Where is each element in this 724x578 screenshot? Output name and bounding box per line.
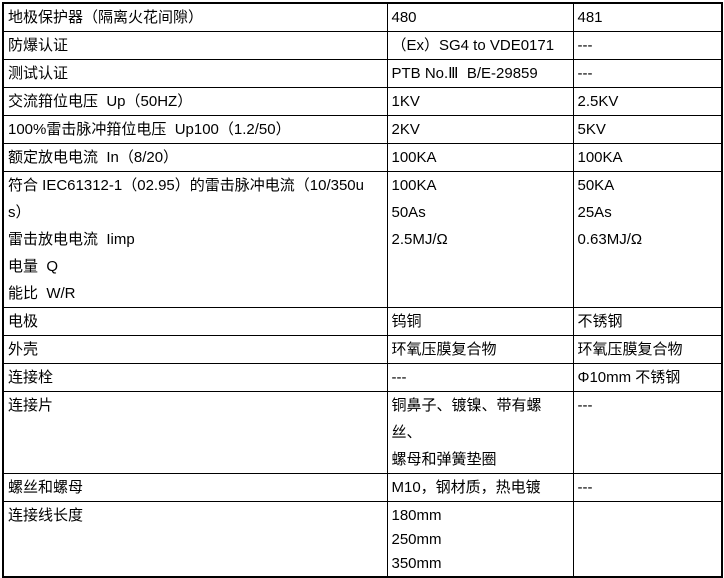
spec-value-481-cell: 481 xyxy=(572,2,723,32)
spec-label-cell: 额定放电电流 In（8/20） xyxy=(2,143,388,172)
spec-value-480-cell: 480 xyxy=(386,2,574,32)
spec-value-480-cell: 环氧压膜复合物 xyxy=(386,335,574,364)
spec-label-cell: 测试认证 xyxy=(2,59,388,88)
spec-value-481-cell: 5KV xyxy=(572,115,723,144)
spec-value-481-cell xyxy=(572,501,723,578)
table-row: 额定放电电流 In（8/20） 100KA 100KA xyxy=(2,143,723,172)
spec-label-cell: 地极保护器（隔离火花间隙） xyxy=(2,2,388,32)
spec-label-cell: 电极 xyxy=(2,307,388,336)
table-row: 测试认证 PTB No.Ⅲ B/E-29859 --- xyxy=(2,59,723,88)
spec-value-481-cell: 100KA xyxy=(572,143,723,172)
spec-value-481-cell: --- xyxy=(572,473,723,502)
spec-label-cell: 防爆认证 xyxy=(2,31,388,60)
spec-value-480-cell: 100KA 50As 2.5MJ/Ω xyxy=(386,171,574,308)
spec-value-481-cell: 环氧压膜复合物 xyxy=(572,335,723,364)
spec-value-481-cell: 2.5KV xyxy=(572,87,723,116)
spec-value-480-cell: （Ex）SG4 to VDE0171 xyxy=(386,31,574,60)
spec-label-cell: 符合 IEC61312-1（02.95）的雷击脉冲电流（10/350us） 雷击… xyxy=(2,171,388,308)
spec-value-481-cell: Φ10mm 不锈钢 xyxy=(572,363,723,392)
spec-value-481-cell: --- xyxy=(572,391,723,474)
spec-label-cell: 螺丝和螺母 xyxy=(2,473,388,502)
table-row: 螺丝和螺母 M10，钢材质，热电镀 --- xyxy=(2,473,723,502)
spec-value-480-cell: 铜鼻子、镀镍、带有螺丝、 螺母和弹簧垫圈 xyxy=(386,391,574,474)
spec-label-cell: 100%雷击脉冲箝位电压 Up100（1.2/50） xyxy=(2,115,388,144)
spec-label-cell: 外壳 xyxy=(2,335,388,364)
table-row: 外壳 环氧压膜复合物 环氧压膜复合物 xyxy=(2,335,723,364)
spec-value-481-cell: --- xyxy=(572,59,723,88)
spec-value-480-cell: 180mm 250mm 350mm xyxy=(386,501,574,578)
spec-label-cell: 连接线长度 xyxy=(2,501,388,578)
spec-value-480-cell: --- xyxy=(386,363,574,392)
spec-label-cell: 连接栓 xyxy=(2,363,388,392)
spec-value-480-cell: 钨铜 xyxy=(386,307,574,336)
table-row: 连接线长度 180mm 250mm 350mm xyxy=(2,501,723,578)
table-row: 防爆认证 （Ex）SG4 to VDE0171 --- xyxy=(2,31,723,60)
table-row: 连接片 铜鼻子、镀镍、带有螺丝、 螺母和弹簧垫圈 --- xyxy=(2,391,723,474)
spec-value-480-cell: PTB No.Ⅲ B/E-29859 xyxy=(386,59,574,88)
table-row: 连接栓 --- Φ10mm 不锈钢 xyxy=(2,363,723,392)
spec-value-481-cell: 50KA 25As 0.63MJ/Ω xyxy=(572,171,723,308)
spec-value-480-cell: 100KA xyxy=(386,143,574,172)
spec-value-481-cell: --- xyxy=(572,31,723,60)
table-row: 100%雷击脉冲箝位电压 Up100（1.2/50） 2KV 5KV xyxy=(2,115,723,144)
spec-value-480-cell: M10，钢材质，热电镀 xyxy=(386,473,574,502)
table-row: 符合 IEC61312-1（02.95）的雷击脉冲电流（10/350us） 雷击… xyxy=(2,171,723,308)
spec-value-481-cell: 不锈钢 xyxy=(572,307,723,336)
spec-value-480-cell: 1KV xyxy=(386,87,574,116)
table-row: 交流箝位电压 Up（50HZ） 1KV 2.5KV xyxy=(2,87,723,116)
spec-label-cell: 交流箝位电压 Up（50HZ） xyxy=(2,87,388,116)
spec-label-cell: 连接片 xyxy=(2,391,388,474)
spec-value-480-cell: 2KV xyxy=(386,115,574,144)
table-row: 电极 钨铜 不锈钢 xyxy=(2,307,723,336)
table-row: 地极保护器（隔离火花间隙） 480 481 xyxy=(2,2,723,32)
